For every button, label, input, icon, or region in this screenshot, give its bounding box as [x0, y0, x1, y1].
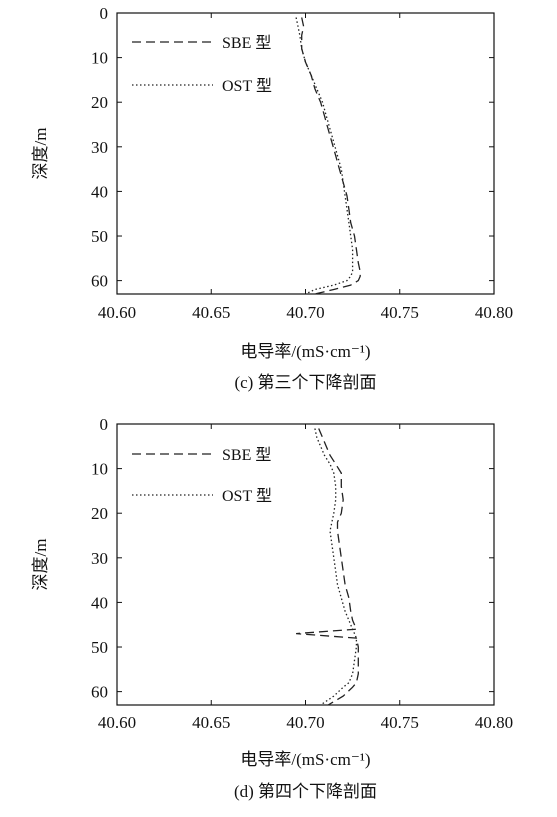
x-tick-label: 40.60 [98, 713, 136, 732]
series-line-ost [295, 17, 354, 295]
y-tick-label: 10 [91, 460, 108, 479]
x-axis-title: 电导率/(mS·cm⁻¹) [240, 750, 370, 769]
legend-label: SBE 型 [222, 446, 271, 464]
y-tick-label: 20 [91, 504, 108, 523]
figure-caption: (d) 第四个下降剖面 [234, 782, 377, 801]
x-tick-label: 40.75 [381, 713, 419, 732]
y-tick-label: 40 [91, 182, 108, 201]
y-tick-label: 50 [91, 638, 108, 657]
y-tick-label: 60 [91, 272, 108, 291]
y-tick-label: 20 [91, 93, 108, 112]
y-tick-label: 50 [91, 227, 108, 246]
figure-caption: (c) 第三个下降剖面 [234, 373, 376, 392]
series-line-sbe [296, 428, 359, 706]
y-tick-label: 30 [91, 549, 108, 568]
y-tick-label: 60 [91, 683, 108, 702]
plot-frame [116, 12, 495, 295]
y-tick-label: 0 [100, 415, 109, 434]
legend-label: OST 型 [222, 77, 272, 95]
y-tick-label: 10 [91, 49, 108, 68]
y-tick-label: 0 [100, 4, 109, 23]
x-tick-label: 40.80 [475, 303, 513, 322]
x-tick-label: 40.65 [192, 713, 230, 732]
y-tick-label: 40 [91, 593, 108, 612]
legend-label: SBE 型 [222, 34, 271, 52]
plot-frame [116, 423, 495, 706]
x-tick-label: 40.65 [192, 303, 230, 322]
legend-label: OST 型 [222, 487, 272, 505]
x-tick-label: 40.70 [286, 713, 324, 732]
y-axis-title: 深度/m [31, 128, 50, 180]
x-axis-title: 电导率/(mS·cm⁻¹) [240, 342, 370, 361]
y-tick-label: 30 [91, 138, 108, 157]
y-axis-title: 深度/m [31, 539, 50, 591]
x-tick-label: 40.60 [98, 303, 136, 322]
series-line-ost [314, 428, 358, 706]
x-tick-label: 40.75 [381, 303, 419, 322]
x-tick-label: 40.80 [475, 713, 513, 732]
x-tick-label: 40.70 [286, 303, 324, 322]
series-line-sbe [301, 17, 361, 295]
